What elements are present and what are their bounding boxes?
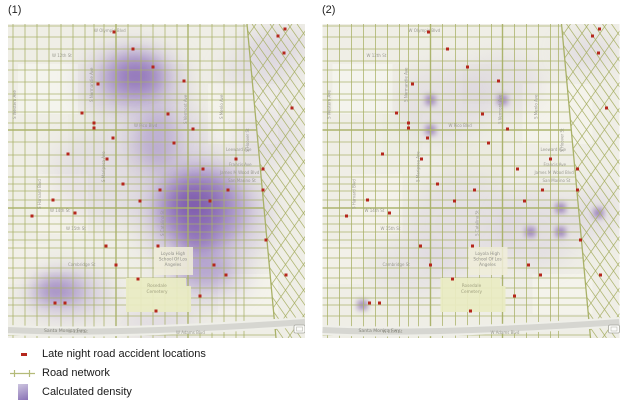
cemetery-area xyxy=(440,278,506,312)
svg-text:W 14th St: W 14th St xyxy=(50,208,70,213)
svg-text:W 12th St: W 12th St xyxy=(367,53,387,58)
svg-text:S Menlo Ave: S Menlo Ave xyxy=(534,94,539,119)
svg-text:W 15th St: W 15th St xyxy=(66,226,86,231)
map-network-density: W Olympic Blvd W 12th St W Pico Blvd Leewar… xyxy=(322,24,620,338)
density-marker-icon xyxy=(18,384,28,400)
panel-2-label: (2) xyxy=(322,4,336,16)
svg-text:James M Wood Blvd: James M Wood Blvd xyxy=(219,170,260,175)
svg-text:School Of Los: School Of Los xyxy=(159,257,187,262)
legend-item-accidents: Late night road accident locations xyxy=(0,346,320,363)
legend-label-density: Calculated density xyxy=(42,386,132,398)
svg-text:Cemetery: Cemetery xyxy=(146,289,168,295)
svg-text:Francis Ave: Francis Ave xyxy=(229,162,252,167)
svg-text:Francis Ave: Francis Ave xyxy=(544,162,567,167)
svg-text:S Vermont Ave: S Vermont Ave xyxy=(498,94,503,124)
map-panel-1: (1) W Olympic Blvd W 12th St W Pico Blvd Le… xyxy=(8,0,305,340)
freeway-label: Santa Monica Fwy xyxy=(44,328,86,334)
svg-text:Loyola High: Loyola High xyxy=(161,251,186,256)
accident-marker-icon xyxy=(21,353,27,356)
svg-text:S Catalina St: S Catalina St xyxy=(160,210,165,236)
svg-text:W Olympic Blvd: W Olympic Blvd xyxy=(94,28,126,33)
svg-text:W Adams Blvd: W Adams Blvd xyxy=(176,330,205,335)
map-panel-2: (2) W Olympic Blvd W 12th St W Pico Blvd Le… xyxy=(322,0,620,340)
road-network-marker-icon xyxy=(10,370,35,377)
svg-text:W 15th St: W 15th St xyxy=(381,226,401,231)
svg-text:W Olympic Blvd: W Olympic Blvd xyxy=(409,28,441,33)
svg-text:School Of Los: School Of Los xyxy=(473,257,501,262)
svg-text:Rosedale: Rosedale xyxy=(147,283,167,289)
svg-text:Rosedale: Rosedale xyxy=(462,283,482,289)
svg-text:W Pico Blvd: W Pico Blvd xyxy=(134,123,158,128)
svg-text:W Pico Blvd: W Pico Blvd xyxy=(449,123,473,128)
street-labels-layer: W Olympic Blvd W 12th St W Pico Blvd Leewar… xyxy=(327,28,575,335)
map-kernel-density: W Olympic Blvd W 12th St W Pico Blvd Leewar… xyxy=(8,24,305,338)
accident-points-layer xyxy=(30,27,294,313)
panel-1-label: (1) xyxy=(8,4,22,16)
svg-text:Angeles: Angeles xyxy=(479,262,496,267)
svg-text:Cambridge St: Cambridge St xyxy=(68,262,96,267)
legend-label-roads: Road network xyxy=(42,367,110,379)
accident-points-layer xyxy=(345,27,608,313)
svg-text:S Vermont Ave: S Vermont Ave xyxy=(183,94,188,124)
svg-text:W 23rd St: W 23rd St xyxy=(383,329,403,334)
svg-text:Leeward Ave: Leeward Ave xyxy=(226,147,252,152)
freeway-label: Santa Monica Fwy xyxy=(359,328,401,334)
svg-text:Angeles: Angeles xyxy=(165,262,182,267)
school-area xyxy=(154,247,193,275)
svg-text:S Western Ave: S Western Ave xyxy=(327,90,332,119)
legend-label-accidents: Late night road accident locations xyxy=(42,348,206,360)
svg-text:S Harvard Blvd: S Harvard Blvd xyxy=(352,179,357,209)
svg-text:S Hoover St: S Hoover St xyxy=(245,128,250,152)
svg-text:Loyola High: Loyola High xyxy=(475,251,500,256)
map-logo-icon xyxy=(608,324,620,334)
svg-text:S Normandie Ave: S Normandie Ave xyxy=(404,67,409,102)
svg-text:W 12th St: W 12th St xyxy=(52,53,72,58)
svg-text:S Menlo Ave: S Menlo Ave xyxy=(219,94,224,119)
legend-item-roads: Road network xyxy=(0,365,320,382)
legend-item-density: Calculated density xyxy=(0,384,320,401)
street-labels-layer: W Olympic Blvd W 12th St W Pico Blvd Leewar… xyxy=(12,28,260,335)
svg-text:S Hoover St: S Hoover St xyxy=(560,128,565,152)
svg-text:S Catalina St: S Catalina St xyxy=(475,210,480,236)
freeway xyxy=(322,319,620,335)
svg-text:James M Wood Blvd: James M Wood Blvd xyxy=(534,170,575,175)
freeway xyxy=(8,319,305,335)
svg-text:S Normandie Ave: S Normandie Ave xyxy=(89,67,94,102)
svg-text:W Adams Blvd: W Adams Blvd xyxy=(491,330,520,335)
map-logo-icon xyxy=(293,324,305,334)
school-area xyxy=(468,247,508,275)
svg-text:San Marino St: San Marino St xyxy=(228,178,256,183)
svg-text:Cambridge St: Cambridge St xyxy=(383,262,411,267)
cemetery-area xyxy=(126,278,191,312)
svg-text:San Marino St: San Marino St xyxy=(543,178,571,183)
svg-text:S Harvard Blvd: S Harvard Blvd xyxy=(37,179,42,209)
boundary-road xyxy=(560,24,592,338)
svg-text:W 14th St: W 14th St xyxy=(365,208,385,213)
svg-text:S Mariposa Ave: S Mariposa Ave xyxy=(101,151,106,182)
svg-text:Cemetery: Cemetery xyxy=(461,289,483,295)
svg-text:W 23rd St: W 23rd St xyxy=(68,329,88,334)
boundary-road xyxy=(246,24,277,338)
svg-text:S Mariposa Ave: S Mariposa Ave xyxy=(416,151,421,182)
svg-text:S Western Ave: S Western Ave xyxy=(12,90,17,119)
svg-text:Leeward Ave: Leeward Ave xyxy=(541,147,567,152)
